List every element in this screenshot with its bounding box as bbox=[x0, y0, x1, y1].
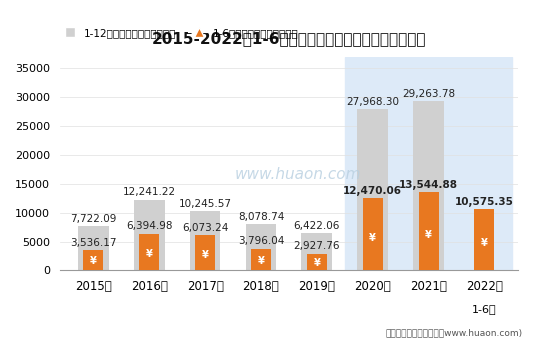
Text: 12,470.06: 12,470.06 bbox=[343, 186, 402, 196]
Text: 13,544.88: 13,544.88 bbox=[399, 180, 458, 190]
Text: 2,927.76: 2,927.76 bbox=[294, 241, 340, 251]
Text: 3,796.04: 3,796.04 bbox=[238, 236, 284, 246]
Bar bbox=[134, 200, 165, 271]
Text: www.huaon.com: www.huaon.com bbox=[235, 167, 361, 182]
Text: ¥: ¥ bbox=[257, 256, 264, 266]
Text: ¥: ¥ bbox=[313, 258, 320, 268]
Text: 6,073.24: 6,073.24 bbox=[182, 223, 228, 233]
Text: 6,394.98: 6,394.98 bbox=[126, 221, 173, 231]
Bar bbox=[78, 226, 109, 271]
Bar bbox=[302, 234, 332, 271]
Text: 29,263.78: 29,263.78 bbox=[402, 89, 455, 99]
Text: 8,078.74: 8,078.74 bbox=[238, 212, 284, 221]
Text: ¥: ¥ bbox=[425, 230, 432, 240]
Bar bbox=[190, 211, 221, 271]
Bar bbox=[246, 224, 276, 271]
Text: ¥: ¥ bbox=[90, 256, 97, 266]
Bar bbox=[307, 254, 327, 271]
Legend: 1-12月期货成交金额（亿元）, 1-6月期货成交金额（亿元）: 1-12月期货成交金额（亿元）, 1-6月期货成交金额（亿元） bbox=[56, 23, 303, 42]
Text: 7,722.09: 7,722.09 bbox=[70, 214, 117, 224]
Text: 10,575.35: 10,575.35 bbox=[455, 197, 514, 207]
Bar bbox=[251, 248, 271, 271]
Bar bbox=[474, 210, 495, 271]
Text: ¥: ¥ bbox=[481, 238, 488, 248]
Text: 制图：华经产业研究院（www.huaon.com): 制图：华经产业研究院（www.huaon.com) bbox=[385, 328, 522, 337]
Bar bbox=[363, 198, 383, 271]
Text: 1-6月: 1-6月 bbox=[472, 304, 497, 314]
Title: 2015-2022年1-6月大连商品交易所豆一期货成交金额: 2015-2022年1-6月大连商品交易所豆一期货成交金额 bbox=[152, 31, 426, 46]
Bar bbox=[413, 101, 444, 271]
Bar bbox=[83, 250, 103, 271]
Text: ¥: ¥ bbox=[146, 249, 152, 259]
Bar bbox=[418, 192, 439, 271]
Bar bbox=[357, 109, 388, 271]
Text: 12,241.22: 12,241.22 bbox=[123, 187, 176, 198]
Text: ¥: ¥ bbox=[201, 250, 208, 260]
Bar bbox=[345, 57, 512, 271]
Text: 10,245.57: 10,245.57 bbox=[179, 199, 232, 209]
Bar bbox=[195, 235, 215, 271]
Text: 27,968.30: 27,968.30 bbox=[346, 97, 399, 107]
Text: 6,422.06: 6,422.06 bbox=[294, 221, 340, 231]
Text: 3,536.17: 3,536.17 bbox=[70, 238, 117, 248]
Bar bbox=[139, 234, 159, 271]
Text: ¥: ¥ bbox=[369, 233, 376, 243]
